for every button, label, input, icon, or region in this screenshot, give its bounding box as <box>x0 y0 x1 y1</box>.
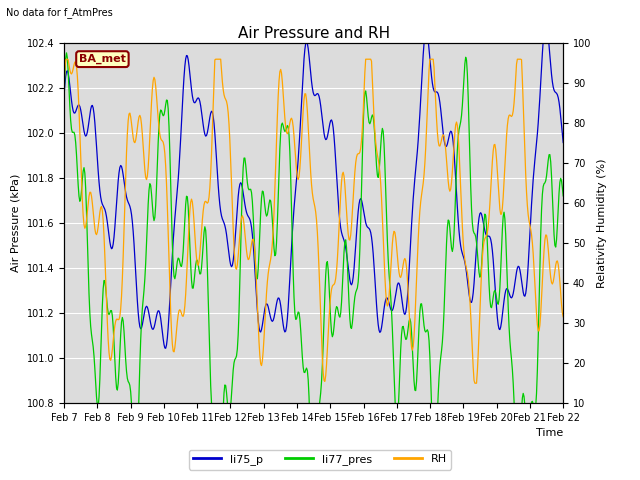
li77_pres <box>356 246 364 252</box>
RH <box>559 314 567 320</box>
li77_pres <box>559 193 567 199</box>
RH <box>355 151 363 156</box>
RH <box>60 83 68 89</box>
RH <box>437 141 445 146</box>
Title: Air Pressure and RH: Air Pressure and RH <box>237 25 390 41</box>
li77_pres <box>60 97 68 103</box>
li77_pres <box>287 174 294 180</box>
RH <box>287 117 294 122</box>
li75_p <box>542 19 550 24</box>
li77_pres <box>438 348 445 354</box>
RH <box>63 56 70 62</box>
li77_pres <box>149 213 157 218</box>
Text: No data for f_AtmPres: No data for f_AtmPres <box>6 7 113 18</box>
li77_pres <box>63 50 70 56</box>
li75_p <box>60 94 68 100</box>
li75_p <box>148 326 156 332</box>
li75_p <box>162 346 170 351</box>
RH <box>471 380 479 386</box>
li75_p <box>559 140 567 145</box>
Line: li75_p: li75_p <box>64 22 563 348</box>
X-axis label: Time: Time <box>536 429 563 438</box>
Legend: li75_p, li77_pres, RH: li75_p, li77_pres, RH <box>189 450 451 469</box>
li75_p <box>355 201 363 207</box>
li75_p <box>394 280 402 286</box>
li75_p <box>437 106 445 112</box>
RH <box>149 78 157 84</box>
RH <box>394 263 402 268</box>
Text: BA_met: BA_met <box>79 54 126 64</box>
li75_p <box>189 97 197 103</box>
Y-axis label: Relativity Humidity (%): Relativity Humidity (%) <box>597 158 607 288</box>
Line: RH: RH <box>64 59 563 383</box>
li75_p <box>287 260 294 265</box>
li77_pres <box>189 285 197 291</box>
Y-axis label: Air Pressure (kPa): Air Pressure (kPa) <box>11 174 21 272</box>
RH <box>189 207 197 213</box>
Line: li77_pres: li77_pres <box>64 53 563 480</box>
li77_pres <box>395 389 403 395</box>
